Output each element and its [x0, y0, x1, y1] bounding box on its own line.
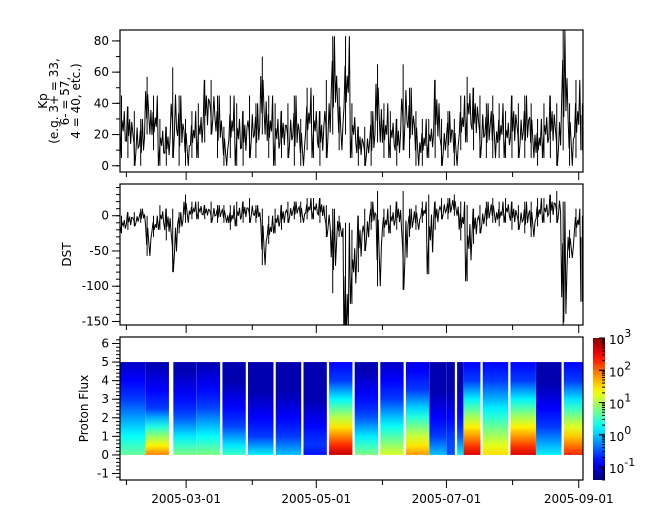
y-axis-label-line: 4 = 40, etc.) [69, 63, 83, 138]
y-tick-label: 2 [101, 411, 109, 425]
spectrogram-segment [196, 362, 221, 455]
colorbar-tick-label: 101 [609, 392, 631, 412]
y-axis-label: Proton Flux [77, 375, 91, 442]
y-axis-label: DST [60, 242, 74, 267]
x-tick-label: 2005-05-01 [281, 492, 351, 506]
spectrogram-segment [354, 362, 379, 455]
spectrogram-segment [536, 362, 562, 455]
y-tick-label: 1 [101, 429, 109, 443]
dst-panel: -150 -100 -50 0 DST [60, 183, 584, 333]
colorbar-tick-label: 103 [609, 327, 631, 347]
y-tick-label: -150 [82, 314, 109, 328]
tick-base: 10 [609, 333, 624, 347]
y-tick-label: 0 [101, 209, 109, 223]
y-tick-label: -1 [97, 467, 109, 481]
tick-exponent: -1 [624, 456, 635, 469]
tick-exponent: 3 [624, 327, 631, 340]
y-axis-label-line: 6- = 57, [58, 77, 72, 126]
spectrogram-segment [463, 362, 481, 455]
spectrogram-segment [329, 362, 353, 455]
series-line [120, 194, 582, 325]
colorbar-tick-label: 102 [609, 359, 631, 379]
kp-panel: 0 20 40 60 80 Kp(e.g. 3+ = 33,6- = 57,4 = 40,… [36, 29, 584, 180]
y-tick-label: 80 [94, 34, 109, 48]
y-axis-label-line: (e.g. 3+ = 33, [47, 58, 61, 144]
y-axis-label-line: Kp [36, 93, 50, 109]
tick-base: 10 [609, 430, 624, 444]
spectrogram-segment [120, 362, 146, 455]
x-tick-label: 2005-03-01 [151, 492, 221, 506]
spectrogram-segment [222, 362, 246, 455]
y-tick-label: -50 [89, 244, 109, 258]
panel-frame [119, 336, 584, 481]
plot-area [120, 30, 583, 166]
x-tick-label: 2005-07-01 [412, 492, 482, 506]
y-tick-label: 5 [101, 355, 109, 369]
tick-base: 10 [609, 365, 624, 379]
y-tick-label: 40 [94, 96, 109, 110]
plot-area [120, 362, 583, 455]
colorbar-tick-label: 100 [609, 424, 631, 444]
series-line [120, 30, 582, 166]
spectrogram-segment [482, 362, 509, 455]
y-tick-label: -100 [82, 279, 109, 293]
tick-exponent: 1 [624, 392, 631, 405]
y-tick-label: 4 [101, 374, 109, 388]
y-tick-label: 0 [101, 159, 109, 173]
spectrogram-segment [446, 362, 455, 455]
spectrogram-segment [563, 362, 583, 455]
y-tick-label: 60 [94, 65, 109, 79]
tick-base: 10 [609, 462, 624, 476]
spectrogram-segment [303, 362, 327, 455]
tick-exponent: 2 [624, 359, 631, 372]
tick-base: 10 [609, 398, 624, 412]
y-tick-label: 0 [101, 448, 109, 462]
tick-exponent: 0 [624, 424, 631, 437]
spectrogram-segment [145, 362, 169, 455]
y-tick-label: 3 [101, 392, 109, 406]
x-tick-label: 2005-09-01 [544, 492, 614, 506]
proton-flux-panel: -1 0 1 2 3 4 5 6 Proton Flux [77, 336, 584, 488]
spectrogram-segment [248, 362, 274, 455]
spectrogram-segment [173, 362, 197, 455]
plot-area [120, 191, 583, 325]
y-tick-label: 20 [94, 128, 109, 142]
spectrogram-segment [380, 362, 404, 455]
colorbar-scale [593, 338, 605, 480]
panel-frame [119, 183, 584, 326]
spectrogram-segment [510, 362, 536, 455]
spectrogram-segment [457, 362, 464, 455]
x-axis-labels: 2005-03-01 2005-05-01 2005-07-01 2005-09-01 [151, 492, 613, 506]
y-tick-label: 6 [101, 337, 109, 351]
spectrogram-segment [275, 362, 302, 455]
panel-frame [119, 29, 584, 173]
spectrogram-segment [405, 362, 430, 455]
spectrogram-segment [429, 362, 447, 455]
colorbar-tick-label: 10-1 [609, 456, 635, 476]
